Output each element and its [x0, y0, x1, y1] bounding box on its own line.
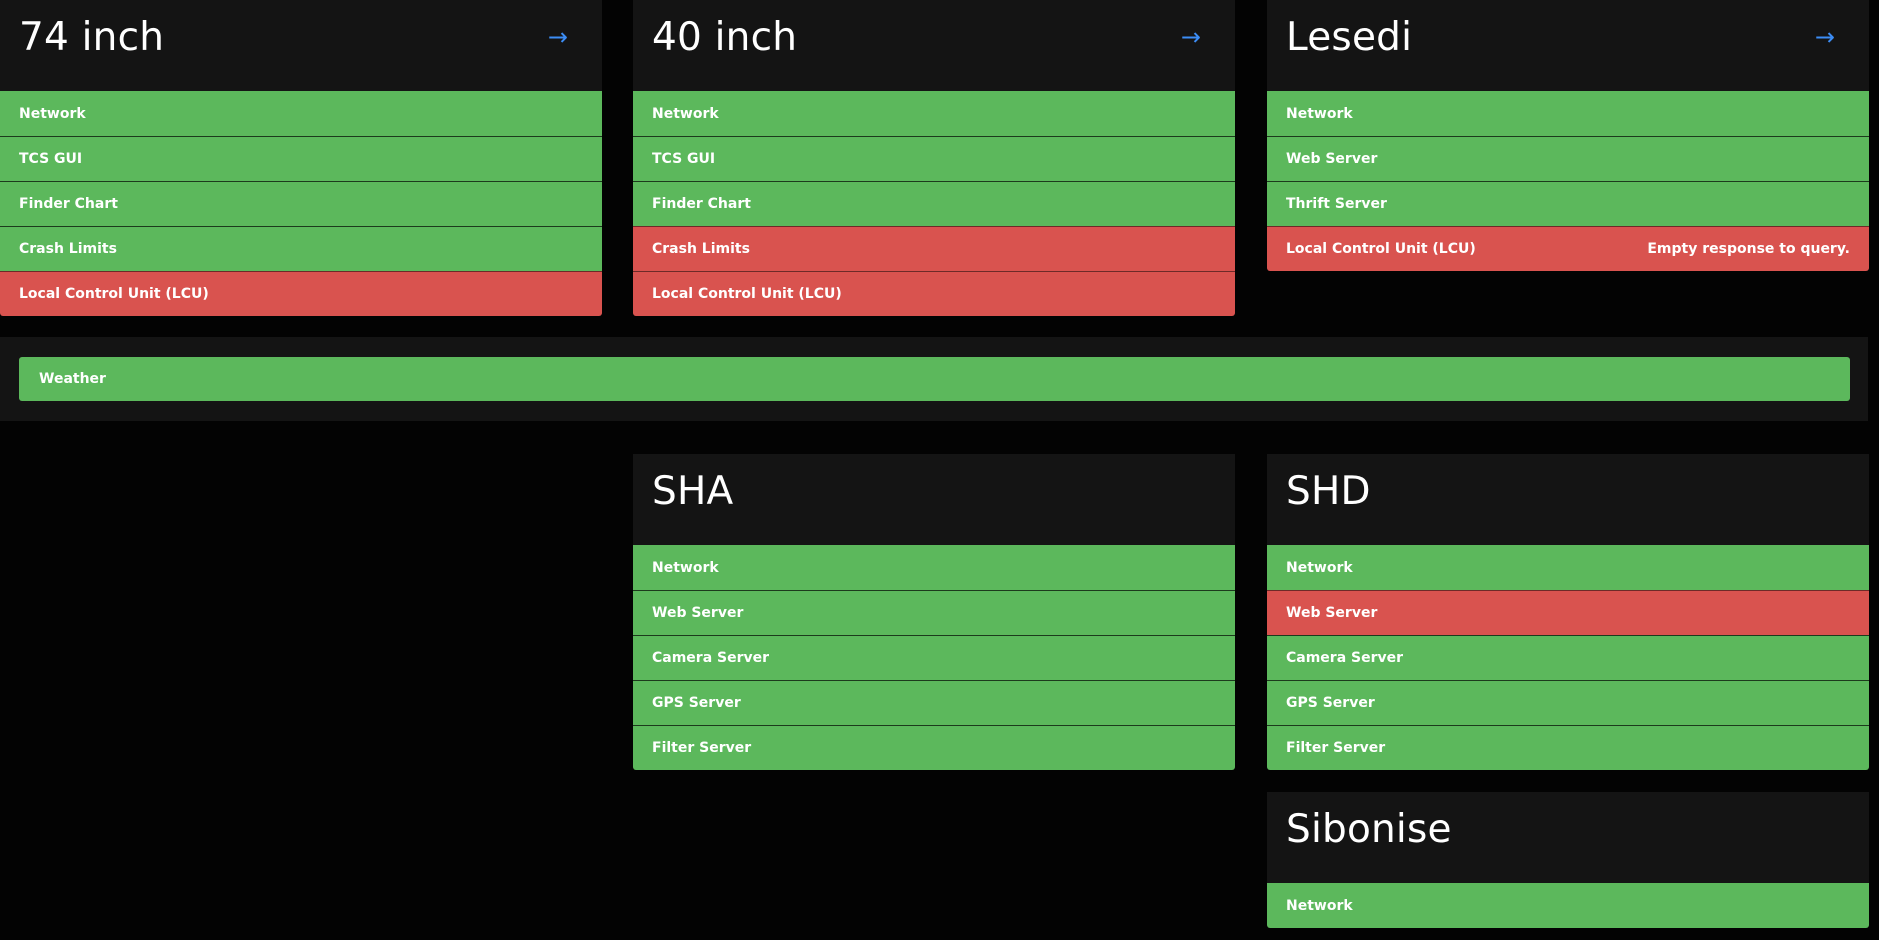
panel-title: Sibonise [1286, 807, 1452, 852]
status-row-crash-limits: Crash Limits [0, 226, 602, 271]
status-label: Web Server [1286, 151, 1378, 167]
arrow-right-icon[interactable]: → [1814, 23, 1835, 51]
arrow-right-icon[interactable]: → [547, 23, 568, 51]
status-row-thrift-server: Thrift Server [1267, 181, 1869, 226]
status-list: Network Web Server Camera Server GPS Ser… [633, 545, 1235, 770]
status-label: Filter Server [1286, 740, 1386, 756]
status-label: Network [652, 105, 719, 122]
status-row-web-server: Web Server [1267, 136, 1869, 181]
status-list: Network Web Server Camera Server GPS Ser… [1267, 545, 1869, 770]
status-row-web-server: Web Server [1267, 590, 1869, 635]
panel-header: 40 inch → [633, 0, 1235, 91]
status-row-filter-server: Filter Server [633, 725, 1235, 770]
status-row-network: Network [1267, 91, 1869, 136]
status-label: Local Control Unit (LCU) [1286, 241, 1476, 257]
status-row-finder-chart: Finder Chart [0, 181, 602, 226]
panel-title: SHD [1286, 469, 1371, 514]
status-list: Network [1267, 883, 1869, 928]
panel-header: SHA [633, 454, 1235, 545]
panel-title: SHA [652, 469, 734, 514]
status-row-gps-server: GPS Server [1267, 680, 1869, 725]
status-label: Network [652, 559, 719, 576]
status-label: Network [1286, 559, 1353, 576]
status-label: Local Control Unit (LCU) [19, 286, 209, 302]
status-row-lcu: Local Control Unit (LCU) [0, 271, 602, 316]
status-label: Weather [39, 371, 106, 387]
status-list: Network Web Server Thrift Server Local C… [1267, 91, 1869, 271]
status-message: Empty response to query. [1647, 241, 1850, 257]
panel-title: Lesedi [1286, 15, 1413, 60]
status-row-crash-limits: Crash Limits [633, 226, 1235, 271]
panel-header: SHD [1267, 454, 1869, 545]
status-label: Thrift Server [1286, 196, 1387, 212]
panel-title: 74 inch [19, 15, 165, 60]
status-label: GPS Server [652, 695, 741, 711]
status-row-network: Network [633, 545, 1235, 590]
weather-section: Weather [0, 337, 1868, 421]
status-label: Crash Limits [19, 241, 117, 257]
status-row-network: Network [633, 91, 1235, 136]
status-label: GPS Server [1286, 695, 1375, 711]
status-row-network: Network [1267, 883, 1869, 928]
status-label: Network [1286, 897, 1353, 914]
status-row-filter-server: Filter Server [1267, 725, 1869, 770]
panel-sibonise: Sibonise Network [1267, 792, 1869, 928]
status-label: Web Server [1286, 605, 1378, 621]
status-row-camera-server: Camera Server [1267, 635, 1869, 680]
status-label: Local Control Unit (LCU) [652, 286, 842, 302]
status-row-tcs-gui: TCS GUI [0, 136, 602, 181]
panel-title: 40 inch [652, 15, 798, 60]
status-row-gps-server: GPS Server [633, 680, 1235, 725]
panel-header: 74 inch → [0, 0, 602, 91]
status-label: Finder Chart [652, 196, 751, 212]
status-label: TCS GUI [19, 151, 83, 167]
panel-header: Sibonise [1267, 792, 1869, 883]
status-label: Network [19, 105, 86, 122]
status-row-finder-chart: Finder Chart [633, 181, 1235, 226]
status-label: Camera Server [652, 650, 770, 666]
panel-header: Lesedi → [1267, 0, 1869, 91]
status-row-weather: Weather [19, 357, 1850, 401]
status-label: Finder Chart [19, 196, 118, 212]
status-label: Filter Server [652, 740, 752, 756]
arrow-right-icon[interactable]: → [1180, 23, 1201, 51]
status-label: Web Server [652, 605, 744, 621]
panel-74-inch: 74 inch → Network TCS GUI Finder Chart C… [0, 0, 602, 316]
status-row-lcu: Local Control Unit (LCU) Empty response … [1267, 226, 1869, 271]
status-list: Network TCS GUI Finder Chart Crash Limit… [0, 91, 602, 316]
status-list: Network TCS GUI Finder Chart Crash Limit… [633, 91, 1235, 316]
panel-sha: SHA Network Web Server Camera Server GPS… [633, 454, 1235, 770]
status-row-network: Network [0, 91, 602, 136]
status-label: Crash Limits [652, 241, 750, 257]
status-row-lcu: Local Control Unit (LCU) [633, 271, 1235, 316]
panel-shd: SHD Network Web Server Camera Server GPS… [1267, 454, 1869, 770]
status-row-camera-server: Camera Server [633, 635, 1235, 680]
panel-40-inch: 40 inch → Network TCS GUI Finder Chart C… [633, 0, 1235, 316]
status-row-tcs-gui: TCS GUI [633, 136, 1235, 181]
status-label: TCS GUI [652, 151, 716, 167]
status-row-network: Network [1267, 545, 1869, 590]
status-label: Camera Server [1286, 650, 1404, 666]
panel-lesedi: Lesedi → Network Web Server Thrift Serve… [1267, 0, 1869, 271]
status-label: Network [1286, 105, 1353, 122]
status-row-web-server: Web Server [633, 590, 1235, 635]
